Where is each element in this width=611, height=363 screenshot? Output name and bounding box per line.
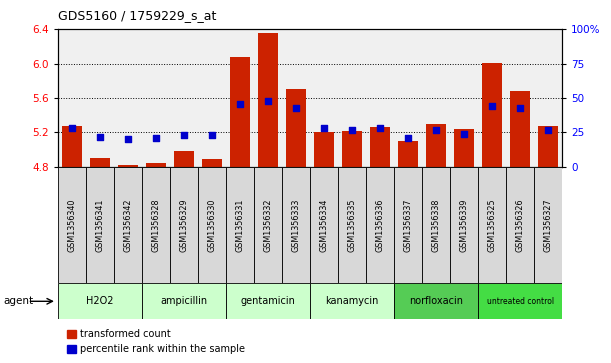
Bar xyxy=(510,91,530,167)
Bar xyxy=(114,167,142,283)
Bar xyxy=(482,63,502,167)
Text: GSM1356325: GSM1356325 xyxy=(488,198,497,252)
Point xyxy=(235,101,245,106)
Point xyxy=(431,127,441,132)
Text: GSM1356335: GSM1356335 xyxy=(348,198,357,252)
Bar xyxy=(142,283,226,319)
Text: GSM1356342: GSM1356342 xyxy=(123,198,133,252)
Point xyxy=(515,105,525,111)
Point xyxy=(95,134,105,139)
Text: GSM1356333: GSM1356333 xyxy=(291,198,301,252)
Point xyxy=(179,132,189,138)
Bar xyxy=(310,167,338,283)
Text: H2O2: H2O2 xyxy=(86,296,114,306)
Point xyxy=(543,127,553,132)
Bar xyxy=(142,167,170,283)
Text: GSM1356332: GSM1356332 xyxy=(263,198,273,252)
Text: GSM1356334: GSM1356334 xyxy=(320,198,329,252)
Bar xyxy=(119,165,138,167)
Bar xyxy=(342,131,362,167)
Text: GSM1356340: GSM1356340 xyxy=(68,198,76,252)
Text: GSM1356337: GSM1356337 xyxy=(404,198,412,252)
Bar xyxy=(538,126,558,167)
Bar xyxy=(226,283,310,319)
Point xyxy=(123,136,133,142)
Legend: transformed count, percentile rank within the sample: transformed count, percentile rank withi… xyxy=(63,326,249,358)
Bar xyxy=(426,124,446,167)
Text: ampicillin: ampicillin xyxy=(161,296,208,306)
Text: GSM1356327: GSM1356327 xyxy=(544,198,552,252)
Bar xyxy=(478,167,506,283)
Bar xyxy=(455,129,474,167)
Point xyxy=(347,127,357,132)
Bar xyxy=(58,283,142,319)
Bar xyxy=(90,158,110,167)
Bar xyxy=(370,127,390,167)
Text: GSM1356341: GSM1356341 xyxy=(95,198,104,252)
Text: kanamycin: kanamycin xyxy=(326,296,379,306)
Bar xyxy=(478,283,562,319)
Bar xyxy=(338,167,366,283)
Bar xyxy=(174,151,194,167)
Point xyxy=(263,98,273,104)
Bar xyxy=(58,167,86,283)
Point xyxy=(151,135,161,141)
Text: GDS5160 / 1759229_s_at: GDS5160 / 1759229_s_at xyxy=(58,9,216,22)
Text: gentamicin: gentamicin xyxy=(241,296,296,306)
Bar xyxy=(230,57,250,167)
Point xyxy=(459,131,469,137)
Point xyxy=(403,135,413,141)
Bar xyxy=(506,167,534,283)
Bar xyxy=(394,167,422,283)
Bar xyxy=(146,163,166,167)
Point xyxy=(487,103,497,109)
Bar xyxy=(170,167,198,283)
Text: untreated control: untreated control xyxy=(486,297,554,306)
Bar xyxy=(258,33,278,167)
Text: GSM1356330: GSM1356330 xyxy=(208,198,216,252)
Bar xyxy=(62,126,82,167)
Bar xyxy=(86,167,114,283)
Bar xyxy=(394,283,478,319)
Bar xyxy=(534,167,562,283)
Bar xyxy=(314,132,334,167)
Text: GSM1356328: GSM1356328 xyxy=(152,198,161,252)
Bar xyxy=(422,167,450,283)
Text: GSM1356329: GSM1356329 xyxy=(180,198,189,252)
Bar xyxy=(310,283,394,319)
Bar xyxy=(398,141,418,167)
Text: GSM1356326: GSM1356326 xyxy=(516,198,525,252)
Bar xyxy=(254,167,282,283)
Point xyxy=(375,126,385,131)
Text: GSM1356338: GSM1356338 xyxy=(431,198,441,252)
Text: GSM1356339: GSM1356339 xyxy=(459,198,469,252)
Text: GSM1356331: GSM1356331 xyxy=(236,198,244,252)
Bar xyxy=(202,159,222,167)
Bar xyxy=(282,167,310,283)
Text: norfloxacin: norfloxacin xyxy=(409,296,463,306)
Bar xyxy=(198,167,226,283)
Text: agent: agent xyxy=(3,296,33,306)
Point xyxy=(291,105,301,111)
Bar xyxy=(366,167,394,283)
Point xyxy=(319,126,329,131)
Bar xyxy=(450,167,478,283)
Bar xyxy=(226,167,254,283)
Point xyxy=(67,126,77,131)
Bar xyxy=(287,89,306,167)
Text: GSM1356336: GSM1356336 xyxy=(376,198,384,252)
Point xyxy=(207,132,217,138)
